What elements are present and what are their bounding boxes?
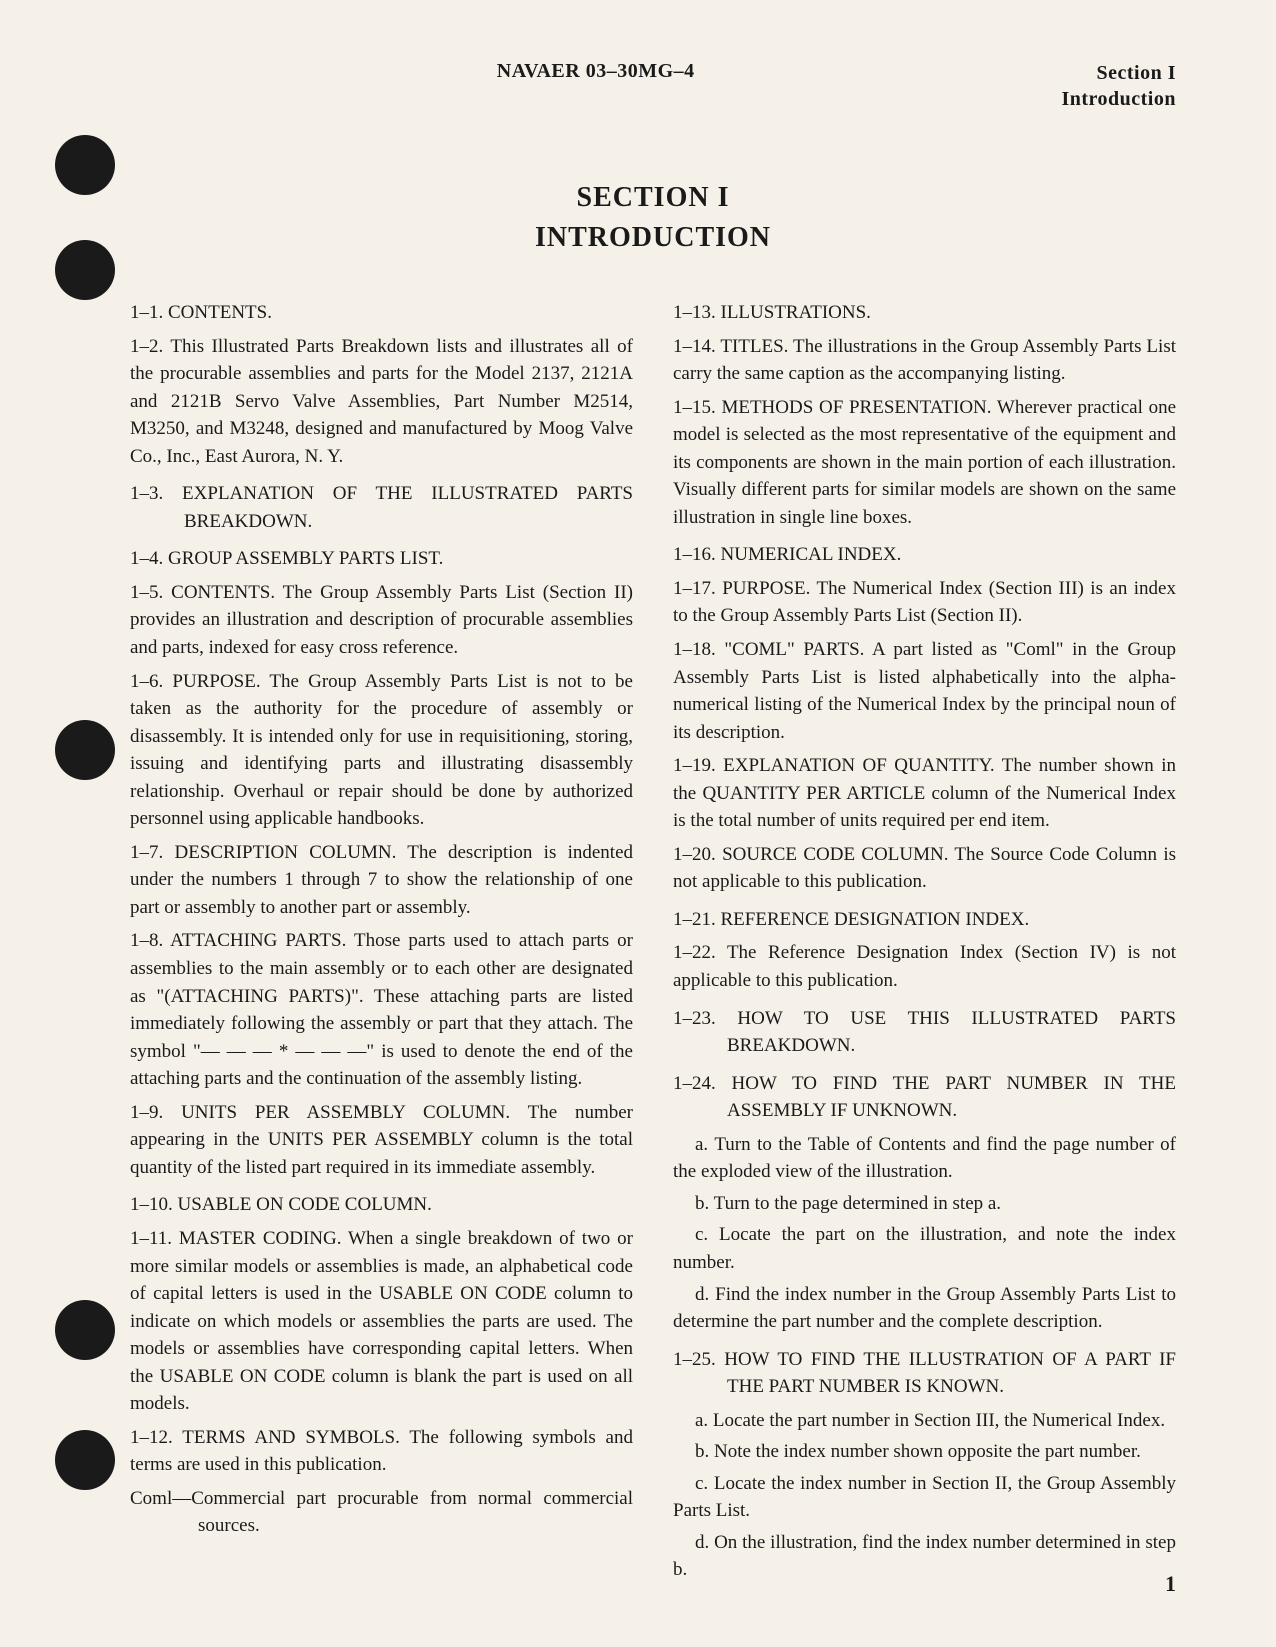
- binder-hole: [55, 1430, 115, 1490]
- binder-hole: [55, 720, 115, 780]
- para-1-15: 1–15. METHODS OF PRESENTATION. Wherever …: [673, 394, 1176, 532]
- para-1-21: 1–21. REFERENCE DESIGNATION INDEX.: [673, 906, 1176, 934]
- para-1-19: 1–19. EXPLANATION OF QUANTITY. The numbe…: [673, 752, 1176, 835]
- para-1-2: 1–2. This Illustrated Parts Breakdown li…: [130, 333, 633, 471]
- body-columns: 1–1. CONTENTS. 1–2. This Illustrated Par…: [130, 299, 1176, 1588]
- section-name: Introduction: [1061, 86, 1176, 112]
- para-1-7: 1–7. DESCRIPTION COLUMN. The description…: [130, 839, 633, 922]
- para-1-17: 1–17. PURPOSE. The Numerical Index (Sect…: [673, 575, 1176, 630]
- para-1-14: 1–14. TITLES. The illustrations in the G…: [673, 333, 1176, 388]
- para-1-20: 1–20. SOURCE CODE COLUMN. The Source Cod…: [673, 841, 1176, 896]
- title-line1: SECTION I: [130, 182, 1176, 214]
- left-column: 1–1. CONTENTS. 1–2. This Illustrated Par…: [130, 299, 633, 1588]
- para-1-24-a: a. Turn to the Table of Contents and fin…: [673, 1131, 1176, 1186]
- para-1-25-c: c. Locate the index number in Section II…: [673, 1470, 1176, 1525]
- binder-hole: [55, 1300, 115, 1360]
- para-1-4: 1–4. GROUP ASSEMBLY PARTS LIST.: [130, 545, 633, 573]
- para-1-13: 1–13. ILLUSTRATIONS.: [673, 299, 1176, 327]
- page-header: NAVAER 03–30MG–4 Section I Introduction: [130, 60, 1176, 112]
- para-1-1: 1–1. CONTENTS.: [130, 299, 633, 327]
- para-1-10: 1–10. USABLE ON CODE COLUMN.: [130, 1191, 633, 1219]
- para-1-25: 1–25. HOW TO FIND THE ILLUSTRATION OF A …: [673, 1346, 1176, 1401]
- para-1-8: 1–8. ATTACHING PARTS. Those parts used t…: [130, 927, 633, 1092]
- doc-id: NAVAER 03–30MG–4: [497, 60, 695, 112]
- binder-hole: [55, 240, 115, 300]
- para-1-24: 1–24. HOW TO FIND THE PART NUMBER IN THE…: [673, 1070, 1176, 1125]
- para-1-23: 1–23. HOW TO USE THIS ILLUSTRATED PARTS …: [673, 1005, 1176, 1060]
- page-number: 1: [1165, 1571, 1176, 1597]
- para-1-12: 1–12. TERMS AND SYMBOLS. The following s…: [130, 1424, 633, 1479]
- header-right: Section I Introduction: [1061, 60, 1176, 112]
- para-1-5: 1–5. CONTENTS. The Group Assembly Parts …: [130, 579, 633, 662]
- para-1-25-d: d. On the illustration, find the index n…: [673, 1529, 1176, 1584]
- para-1-25-b: b. Note the index number shown opposite …: [673, 1438, 1176, 1466]
- para-1-18: 1–18. "COML" PARTS. A part listed as "Co…: [673, 636, 1176, 746]
- title-line2: INTRODUCTION: [130, 222, 1176, 254]
- section-title: SECTION I INTRODUCTION: [130, 182, 1176, 254]
- para-1-24-b: b. Turn to the page determined in step a…: [673, 1190, 1176, 1218]
- para-1-22: 1–22. The Reference Designation Index (S…: [673, 939, 1176, 994]
- para-1-6: 1–6. PURPOSE. The Group Assembly Parts L…: [130, 668, 633, 833]
- para-1-24-c: c. Locate the part on the illustration, …: [673, 1221, 1176, 1276]
- para-1-3: 1–3. EXPLANATION OF THE ILLUSTRATED PART…: [130, 480, 633, 535]
- right-column: 1–13. ILLUSTRATIONS. 1–14. TITLES. The i…: [673, 299, 1176, 1588]
- para-1-11: 1–11. MASTER CODING. When a single break…: [130, 1225, 633, 1418]
- para-1-24-d: d. Find the index number in the Group As…: [673, 1281, 1176, 1336]
- section-label: Section I: [1061, 60, 1176, 86]
- binder-hole: [55, 135, 115, 195]
- para-1-9: 1–9. UNITS PER ASSEMBLY COLUMN. The numb…: [130, 1099, 633, 1182]
- para-1-12-def: Coml—Commercial part procurable from nor…: [130, 1485, 633, 1540]
- para-1-25-a: a. Locate the part number in Section III…: [673, 1407, 1176, 1435]
- para-1-16: 1–16. NUMERICAL INDEX.: [673, 541, 1176, 569]
